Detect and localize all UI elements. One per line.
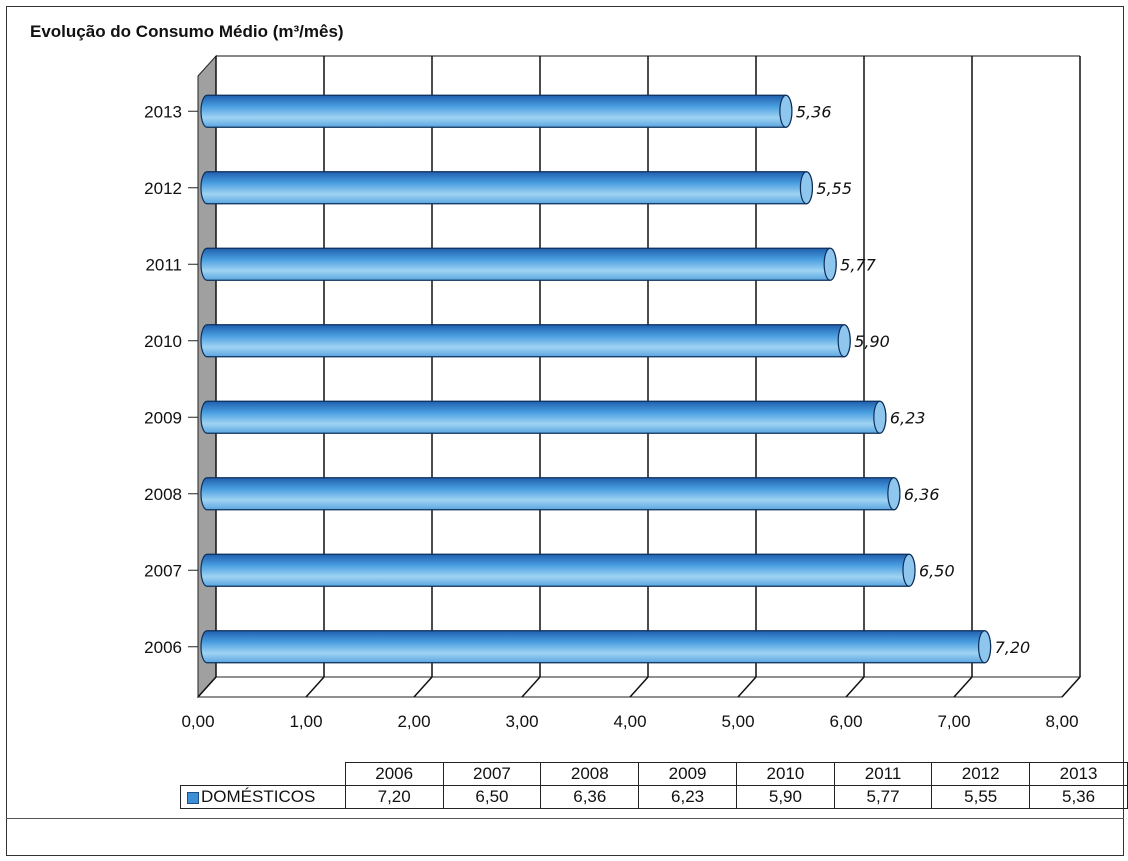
data-table: 2006 2007 2008 2009 2010 2011 2012 2013 … xyxy=(180,762,1128,809)
data-table-value: 7,20 xyxy=(344,785,444,809)
data-table-year: 2012 xyxy=(931,762,1031,786)
bar-cap xyxy=(902,553,916,587)
floor-gridline xyxy=(413,676,433,698)
x-tick-label: 7,00 xyxy=(937,712,970,731)
x-tick-label: 6,00 xyxy=(829,712,862,731)
floor-gridline xyxy=(521,676,541,698)
data-table-value: 5,36 xyxy=(1029,785,1128,809)
y-tick-label: 2013 xyxy=(144,102,182,121)
chart-left-wall xyxy=(197,54,217,699)
data-table-value: 6,36 xyxy=(540,785,640,809)
data-table-year: 2009 xyxy=(638,762,737,786)
data-table-value: 6,23 xyxy=(638,785,737,809)
x-tick-label: 8,00 xyxy=(1045,712,1078,731)
bar-cap xyxy=(977,630,992,664)
bar-value-label: 5,77 xyxy=(840,255,876,274)
y-tick-label: 2011 xyxy=(145,255,182,274)
x-tick-label: 2,00 xyxy=(397,712,430,731)
bar xyxy=(200,477,901,511)
data-table-value-row: DOMÉSTICOS 7,20 6,50 6,36 6,23 5,90 5,77… xyxy=(180,785,1128,809)
bar-value-label: 6,50 xyxy=(919,561,955,580)
bar xyxy=(200,553,916,587)
bar-value-label: 5,55 xyxy=(816,179,852,198)
x-tick-label: 5,00 xyxy=(721,712,754,731)
data-table-corner xyxy=(180,762,346,786)
bar xyxy=(200,171,813,205)
floor-gridline xyxy=(197,676,217,698)
y-tick-label: 2006 xyxy=(144,638,182,657)
legend-key-icon xyxy=(187,791,199,804)
y-tick-label: 2012 xyxy=(144,179,182,198)
bar-cap xyxy=(837,324,851,358)
y-tick-label: 2009 xyxy=(144,408,182,427)
data-table-value: 5,77 xyxy=(833,785,933,809)
bar xyxy=(200,400,887,434)
data-table-year: 2013 xyxy=(1029,762,1128,786)
data-table-year: 2011 xyxy=(833,762,933,786)
data-table-series-label: DOMÉSTICOS xyxy=(201,787,316,806)
floor-gridline xyxy=(953,676,973,698)
floor-gridline xyxy=(1061,676,1081,698)
floor-gridline xyxy=(305,676,325,698)
data-table-year: 2006 xyxy=(344,762,444,786)
x-tick-label: 3,00 xyxy=(505,712,538,731)
data-table-year: 2008 xyxy=(540,762,640,786)
x-tick-label: 0,00 xyxy=(181,712,214,731)
bar xyxy=(200,247,837,281)
x-tick-label: 1,00 xyxy=(289,712,322,731)
data-table-series-cell: DOMÉSTICOS xyxy=(180,785,346,809)
bar-cap xyxy=(887,477,901,511)
floor-gridline xyxy=(737,676,757,698)
data-table-header-row: 2006 2007 2008 2009 2010 2011 2012 2013 xyxy=(180,762,1128,786)
y-tick-label: 2007 xyxy=(144,561,182,580)
bar-value-label: 5,36 xyxy=(796,102,832,121)
bar-value-label: 7,20 xyxy=(995,638,1031,657)
footer-divider xyxy=(6,818,1124,819)
bar-cap xyxy=(779,94,793,128)
bar-cap xyxy=(799,171,814,205)
data-table-value: 5,90 xyxy=(736,785,835,809)
bar xyxy=(200,94,793,128)
data-table-value: 5,55 xyxy=(931,785,1031,809)
floor-gridline xyxy=(629,676,649,698)
bar-cap xyxy=(823,247,837,281)
y-tick-label: 2008 xyxy=(144,485,182,504)
bar-chart: 0,00 1,00 2,00 3,00 4,00 5,00 6,00 7,00 8,00 2013… xyxy=(144,54,1082,731)
chart-title: Evolução do Consumo Médio (m³/mês) xyxy=(30,22,344,41)
data-table-year: 2010 xyxy=(736,762,835,786)
bar xyxy=(200,630,992,664)
y-tick-label: 2010 xyxy=(144,332,182,351)
data-table-year: 2007 xyxy=(442,762,542,786)
floor-gridline xyxy=(845,676,865,698)
bar-value-label: 6,36 xyxy=(904,485,940,504)
x-tick-label: 4,00 xyxy=(613,712,646,731)
bar-cap xyxy=(873,400,887,434)
bar-value-label: 5,90 xyxy=(854,332,890,351)
data-table-value: 6,50 xyxy=(442,785,542,809)
bar xyxy=(200,324,851,358)
bar-value-label: 6,23 xyxy=(890,408,926,427)
